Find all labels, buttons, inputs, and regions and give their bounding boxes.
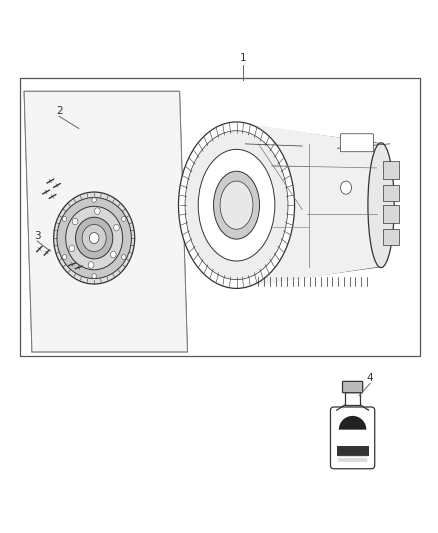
Ellipse shape — [62, 216, 67, 221]
Bar — [383, 161, 399, 179]
Ellipse shape — [110, 251, 116, 258]
Ellipse shape — [66, 206, 123, 270]
Text: 4: 4 — [367, 373, 374, 383]
Bar — [383, 185, 399, 201]
FancyBboxPatch shape — [330, 407, 374, 469]
Ellipse shape — [69, 245, 75, 252]
Ellipse shape — [92, 198, 96, 203]
Ellipse shape — [95, 208, 100, 214]
Ellipse shape — [57, 198, 131, 279]
Ellipse shape — [76, 217, 113, 259]
Ellipse shape — [179, 122, 294, 288]
Polygon shape — [24, 91, 187, 352]
Ellipse shape — [185, 131, 288, 280]
Bar — [383, 229, 399, 245]
Text: 3: 3 — [34, 231, 41, 241]
Bar — [345, 392, 360, 405]
Ellipse shape — [220, 181, 253, 229]
Ellipse shape — [82, 224, 106, 252]
Ellipse shape — [72, 218, 78, 225]
Ellipse shape — [122, 255, 126, 260]
FancyBboxPatch shape — [343, 382, 363, 393]
Polygon shape — [237, 122, 381, 288]
FancyBboxPatch shape — [340, 134, 374, 152]
Bar — [20, 78, 420, 356]
Ellipse shape — [341, 181, 352, 194]
Ellipse shape — [89, 232, 99, 244]
Ellipse shape — [198, 149, 275, 261]
Wedge shape — [339, 416, 366, 430]
Text: 2: 2 — [56, 106, 63, 116]
Bar — [336, 432, 369, 443]
Text: 1: 1 — [240, 53, 247, 63]
Ellipse shape — [53, 192, 135, 284]
Ellipse shape — [368, 143, 394, 268]
Ellipse shape — [122, 216, 126, 221]
Ellipse shape — [88, 262, 94, 268]
Bar — [383, 205, 399, 223]
Bar — [336, 446, 369, 456]
Ellipse shape — [213, 171, 259, 239]
Ellipse shape — [113, 224, 119, 231]
Ellipse shape — [92, 274, 96, 279]
Ellipse shape — [62, 255, 67, 260]
